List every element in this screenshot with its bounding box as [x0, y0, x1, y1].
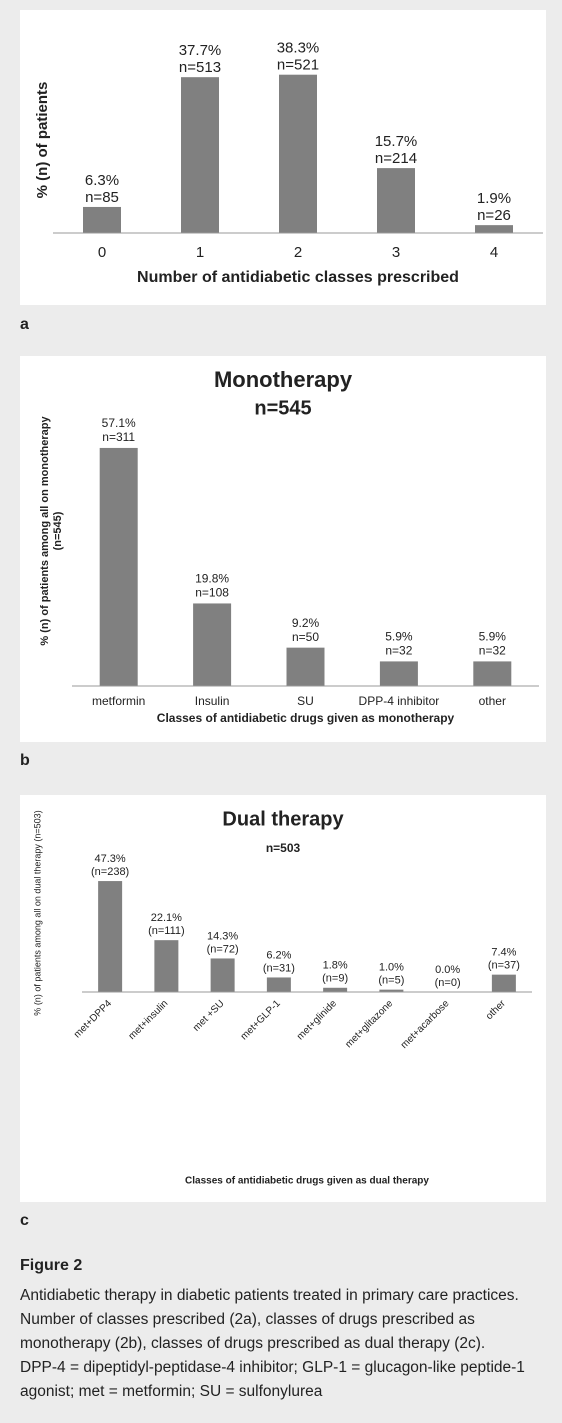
x-tick-label: other [479, 694, 506, 708]
value-label: 7.4% [491, 947, 516, 959]
bar [99, 447, 138, 686]
value-label: 9.2% [292, 616, 320, 630]
chart-subtitle: n=545 [254, 397, 311, 419]
count-label: (n=31) [263, 962, 295, 974]
x-tick-label: other [484, 998, 508, 1022]
value-label: 6.2% [266, 949, 291, 961]
figure-label: Figure 2 [20, 1257, 83, 1274]
value-label: 14.3% [207, 930, 238, 942]
x-tick-label: 1 [196, 244, 204, 261]
x-axis-label: Number of antidiabetic classes prescribe… [137, 269, 459, 286]
x-tick-label: met+glinide [295, 998, 339, 1042]
bar [475, 225, 513, 233]
count-label: n=32 [385, 644, 412, 658]
value-label: 0.0% [435, 964, 460, 976]
x-tick-label: met+glitazone [343, 998, 395, 1050]
x-tick-label: DPP-4 inhibitor [359, 694, 440, 708]
bar [210, 958, 235, 992]
caption-text: DPP-4 = dipeptidyl-peptidase-4 inhibitor… [20, 1359, 525, 1400]
panel-label: c [20, 1212, 29, 1229]
panel-label: a [20, 316, 29, 333]
caption: Antidiabetic therapy in diabetic patient… [20, 1284, 545, 1404]
x-axis-label: Classes of antidiabetic drugs given as d… [185, 1176, 429, 1187]
bar [473, 661, 512, 686]
bar [377, 168, 415, 233]
count-label: n=521 [277, 57, 319, 74]
x-tick-label: met+DPP4 [72, 998, 114, 1040]
value-label: 47.3% [95, 853, 126, 865]
bar [266, 977, 291, 992]
panel-label: b [20, 752, 30, 769]
chart-title: Monotherapy [214, 367, 353, 392]
value-label: 22.1% [151, 912, 182, 924]
count-label: (n=9) [322, 973, 348, 985]
value-label: 5.9% [479, 630, 507, 644]
value-label: 38.3% [277, 40, 320, 57]
count-label: (n=238) [91, 866, 129, 878]
x-tick-label: metformin [92, 694, 145, 708]
chart-b: Monotherapy n=545 57.1%n=311 metformin 19.8%… [20, 356, 546, 742]
bar [181, 77, 219, 233]
y-axis-label: % (n) of patients among all on monothera… [39, 416, 51, 646]
count-label: n=26 [477, 207, 511, 224]
chart-a: 6.3%n=85 0 37.7%n=513 1 38.3%n=521 2 15.7%n=21… [20, 10, 546, 305]
value-label: 19.8% [195, 572, 229, 586]
x-axis-label: Classes of antidiabetic drugs given as m… [157, 711, 455, 725]
chart-title: Dual therapy [222, 808, 344, 830]
count-label: n=513 [179, 59, 221, 76]
count-label: (n=111) [148, 925, 185, 937]
bar [379, 989, 404, 992]
bar [83, 206, 121, 233]
x-tick-label: 4 [490, 244, 498, 261]
count-label: n=108 [195, 586, 229, 600]
bar [491, 974, 516, 992]
x-tick-label: 3 [392, 244, 400, 261]
count-label: (n=5) [378, 975, 404, 987]
bar [154, 940, 179, 992]
count-label: n=311 [102, 430, 135, 444]
x-tick-label: 2 [294, 244, 302, 261]
x-tick-label: met+GLP-1 [239, 998, 283, 1042]
x-tick-label: met+insulin [127, 998, 171, 1042]
value-label: 57.1% [102, 416, 136, 430]
count-label: (n=0) [435, 977, 461, 989]
bar [98, 881, 123, 992]
bar [279, 74, 317, 234]
bar [323, 987, 348, 992]
count-label: n=50 [292, 630, 319, 644]
value-label: 1.9% [477, 190, 511, 207]
x-tick-label: 0 [98, 244, 106, 261]
count-label: n=214 [375, 150, 417, 167]
count-label: n=85 [85, 189, 119, 206]
chart-subtitle: n=503 [266, 841, 301, 855]
value-label: 15.7% [375, 133, 418, 150]
value-label: 6.3% [85, 172, 119, 189]
y-axis-label: (n=545) [52, 511, 64, 550]
x-tick-label: SU [297, 694, 314, 708]
caption-text: Antidiabetic therapy in diabetic patient… [20, 1287, 519, 1352]
value-label: 1.8% [323, 960, 348, 972]
bar [379, 661, 418, 686]
chart-c: Dual therapy n=503 47.3%(n=238) met+DPP4 22.… [20, 795, 546, 1202]
value-label: 1.0% [379, 962, 404, 974]
count-label: n=32 [479, 644, 506, 658]
count-label: (n=37) [488, 960, 520, 972]
x-tick-label: Insulin [195, 694, 230, 708]
y-axis-label: % (n) of patients among all on dual ther… [32, 810, 42, 1015]
x-tick-label: met +SU [191, 998, 226, 1033]
count-label: (n=72) [207, 943, 239, 955]
bar [286, 647, 325, 686]
value-label: 37.7% [179, 42, 222, 59]
y-axis-label: % (n) of patients [34, 82, 51, 199]
x-tick-label: met+acarbose [399, 998, 452, 1051]
value-label: 5.9% [385, 630, 413, 644]
bar [193, 603, 232, 686]
